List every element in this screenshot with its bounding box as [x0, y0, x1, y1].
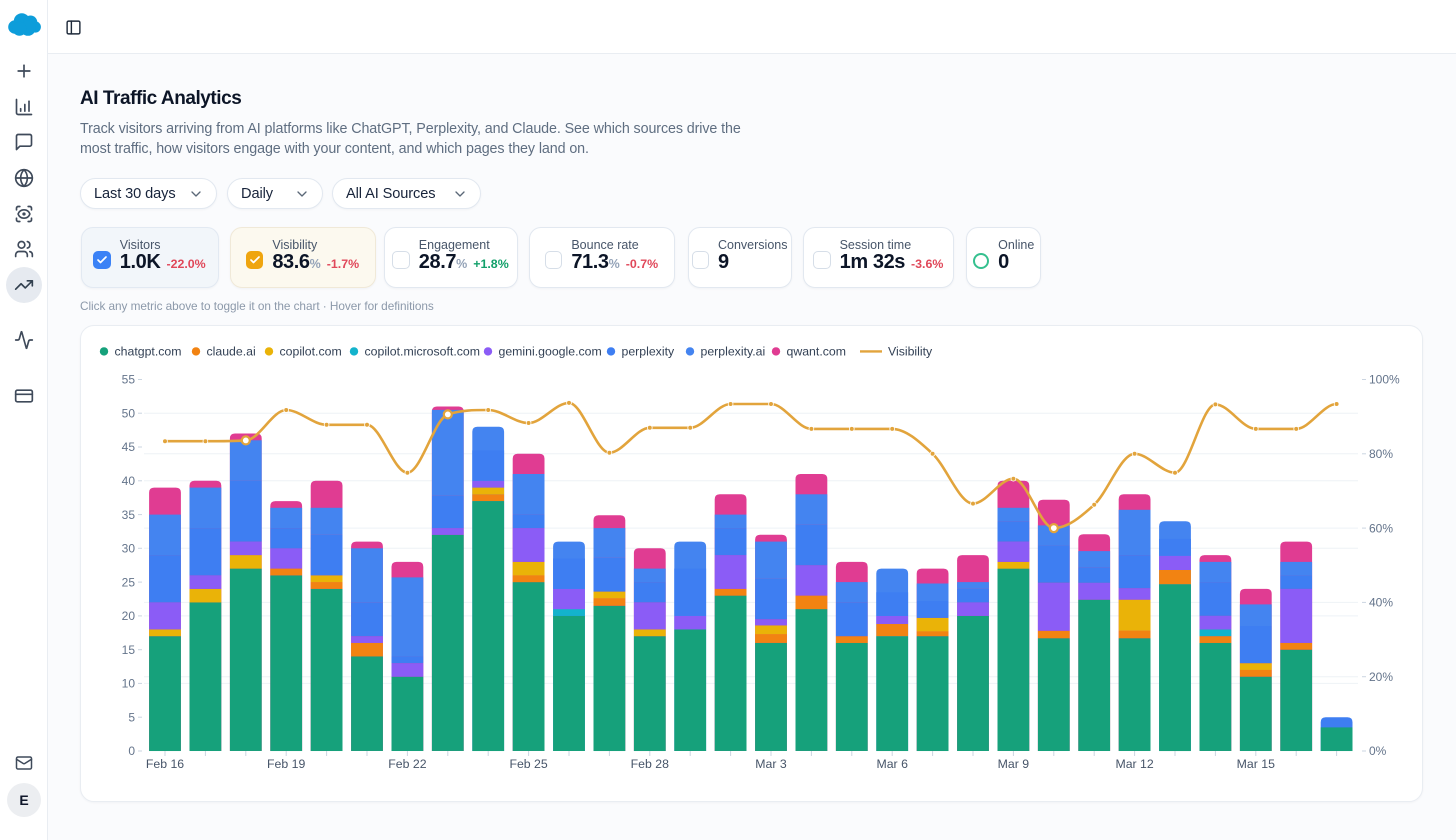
svg-text:0: 0: [128, 744, 135, 758]
svg-text:40%: 40%: [1369, 596, 1393, 610]
svg-text:Visibility: Visibility: [888, 345, 933, 359]
svg-text:55: 55: [122, 373, 136, 387]
svg-text:claude.ai: claude.ai: [207, 345, 256, 359]
svg-text:0%: 0%: [1369, 744, 1387, 758]
svg-text:Mar 9: Mar 9: [998, 757, 1030, 771]
svg-text:30: 30: [122, 542, 136, 556]
svg-text:Mar 3: Mar 3: [755, 757, 787, 771]
svg-text:copilot.com: copilot.com: [280, 345, 342, 359]
svg-text:5: 5: [128, 710, 135, 724]
svg-text:35: 35: [122, 508, 136, 522]
svg-text:100%: 100%: [1369, 373, 1400, 387]
svg-text:chatgpt.com: chatgpt.com: [115, 345, 182, 359]
svg-text:Mar 12: Mar 12: [1115, 757, 1153, 771]
svg-text:Feb 19: Feb 19: [267, 757, 305, 771]
svg-text:qwant.com: qwant.com: [787, 345, 846, 359]
svg-text:60%: 60%: [1369, 521, 1393, 535]
svg-text:Feb 28: Feb 28: [631, 757, 669, 771]
svg-text:50: 50: [122, 407, 136, 421]
svg-text:20%: 20%: [1369, 670, 1393, 684]
svg-text:20: 20: [122, 609, 136, 623]
svg-text:gemini.google.com: gemini.google.com: [499, 345, 602, 359]
svg-text:45: 45: [122, 440, 136, 454]
svg-text:15: 15: [122, 643, 136, 657]
svg-text:80%: 80%: [1369, 447, 1393, 461]
svg-text:Feb 25: Feb 25: [509, 757, 547, 771]
svg-text:perplexity: perplexity: [622, 345, 675, 359]
svg-text:Mar 6: Mar 6: [876, 757, 908, 771]
svg-text:copilot.microsoft.com: copilot.microsoft.com: [365, 345, 481, 359]
svg-text:25: 25: [122, 575, 136, 589]
svg-text:Feb 22: Feb 22: [388, 757, 426, 771]
svg-text:10: 10: [122, 677, 136, 691]
svg-text:40: 40: [122, 474, 136, 488]
svg-text:Mar 15: Mar 15: [1237, 757, 1275, 771]
svg-text:perplexity.ai: perplexity.ai: [701, 345, 766, 359]
svg-text:Feb 16: Feb 16: [146, 757, 184, 771]
